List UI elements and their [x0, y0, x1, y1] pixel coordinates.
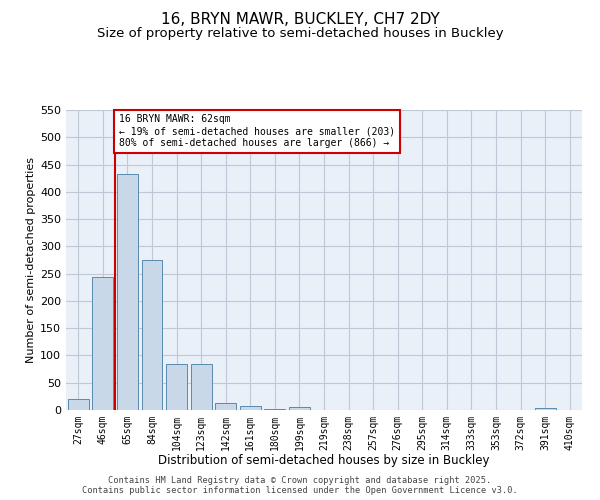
Text: Contains HM Land Registry data © Crown copyright and database right 2025.
Contai: Contains HM Land Registry data © Crown c… — [82, 476, 518, 495]
Bar — [535, 408, 556, 410]
Text: Size of property relative to semi-detached houses in Buckley: Size of property relative to semi-detach… — [97, 28, 503, 40]
Y-axis label: Number of semi-detached properties: Number of semi-detached properties — [26, 157, 36, 363]
Bar — [142, 260, 163, 410]
Bar — [68, 399, 89, 410]
Bar — [289, 408, 310, 410]
Text: 16 BRYN MAWR: 62sqm
← 19% of semi-detached houses are smaller (203)
80% of semi-: 16 BRYN MAWR: 62sqm ← 19% of semi-detach… — [119, 114, 395, 148]
Bar — [240, 406, 261, 410]
X-axis label: Distribution of semi-detached houses by size in Buckley: Distribution of semi-detached houses by … — [158, 454, 490, 468]
Bar — [215, 404, 236, 410]
Text: 16, BRYN MAWR, BUCKLEY, CH7 2DY: 16, BRYN MAWR, BUCKLEY, CH7 2DY — [161, 12, 439, 28]
Bar — [92, 278, 113, 410]
Bar — [191, 364, 212, 410]
Bar — [117, 174, 138, 410]
Bar — [166, 364, 187, 410]
